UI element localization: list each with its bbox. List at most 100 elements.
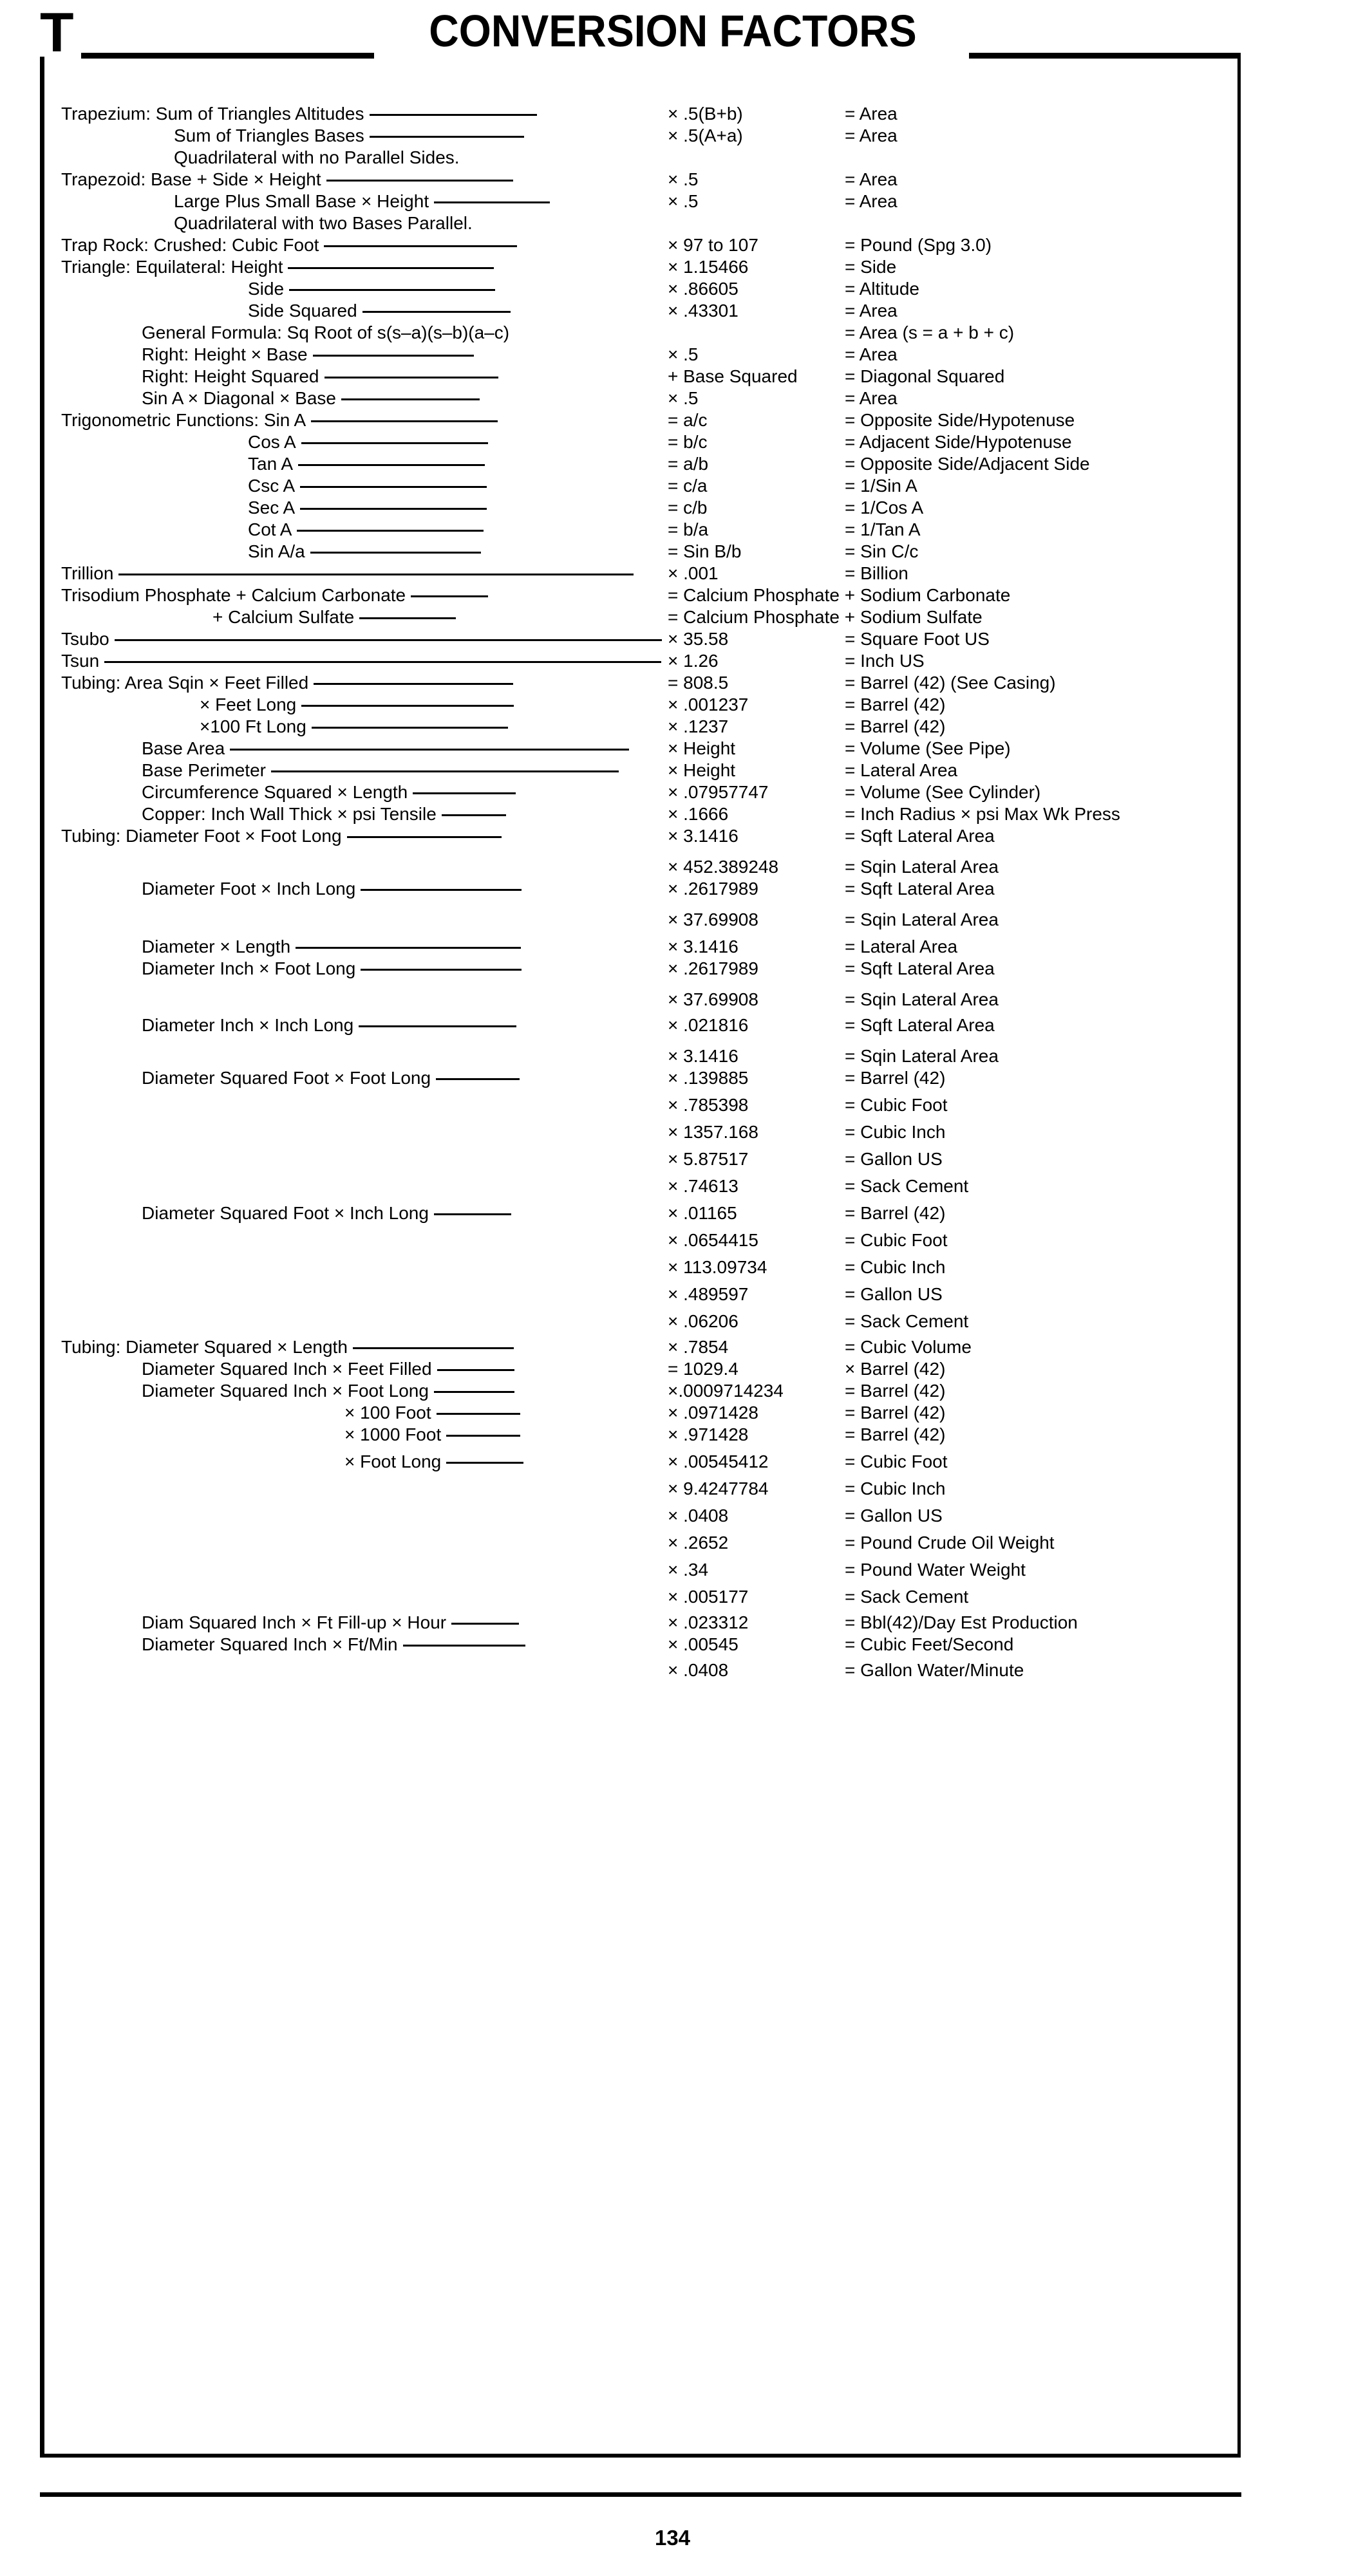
table-row: Side × .86605 = Altitude (40, 278, 1241, 300)
row-result: = Adjacent Side/Hypotenuse (845, 432, 1072, 452)
row-factor: × .5(A+a) (668, 126, 743, 145)
row-factor: × 1.15466 (668, 257, 749, 277)
row-factor: × 1357.168 (668, 1122, 758, 1142)
table-row: Tubing: Diameter Foot × Foot Long × 3.141… (40, 825, 1241, 847)
row-factor: × .5(B+b) (668, 104, 743, 124)
row-result: = Cubic Inch (845, 1122, 946, 1142)
row-quantity: Trap Rock: Crushed: Cubic Foot (61, 234, 518, 256)
table-row: × 37.69908 = Sqin Lateral Area (40, 989, 1241, 1011)
row-quantity-label: Side Squared (248, 301, 357, 321)
page-header: T CONVERSION FACTORS (0, 0, 1345, 71)
row-factor: × 3.1416 (668, 826, 738, 846)
row-result: = Gallon Water/Minute (845, 1660, 1024, 1680)
row-factor: × .971428 (668, 1424, 749, 1444)
leader-rule (359, 617, 456, 619)
row-quantity: General Formula: Sq Root of s(s–a)(s–b)(… (142, 322, 509, 344)
table-row: Diameter Squared Inch × Feet Filled = 102… (40, 1358, 1241, 1380)
row-quantity: Tsubo (61, 628, 662, 650)
row-quantity-label: Quadrilateral with two Bases Parallel. (174, 213, 473, 233)
row-quantity-label: Cot A (248, 519, 292, 539)
row-quantity: Diameter Squared Foot × Foot Long (142, 1067, 520, 1089)
leader-rule (314, 683, 514, 685)
row-factor: × .005177 (668, 1587, 749, 1607)
row-result: = Cubic Feet/Second (845, 1634, 1014, 1654)
row-result: = Lateral Area (845, 760, 958, 780)
header-rule-left (81, 53, 374, 59)
row-result: = Sack Cement (845, 1176, 969, 1196)
row-factor: × .43301 (668, 301, 738, 321)
row-result: = 1/Cos A (845, 498, 924, 518)
table-row: Diameter Squared Inch × Foot Long ×.00097… (40, 1380, 1241, 1402)
leader-rule (301, 442, 488, 444)
row-result: = Barrel (42) (845, 1381, 946, 1401)
row-result: = Sin C/c (845, 541, 919, 561)
row-result: = Area (845, 191, 898, 211)
leader-rule (300, 508, 487, 510)
row-result: = Bbl(42)/Day Est Production (845, 1612, 1078, 1632)
table-row: Diameter × Length × 3.1416 = Lateral Area (40, 936, 1241, 958)
row-quantity: Base Area (142, 738, 630, 760)
table-row: × .489597 = Gallon US (40, 1283, 1241, 1305)
row-result: = Barrel (42) (845, 695, 946, 714)
row-quantity: × Feet Long (200, 694, 514, 716)
row-quantity: Side (248, 278, 496, 300)
row-factor: × .021816 (668, 1015, 749, 1035)
table-row: Tubing: Area Sqin × Feet Filled = 808.5 = … (40, 672, 1241, 694)
leader-rule (341, 398, 480, 400)
table-row: × 1000 Foot × .971428 = Barrel (42) (40, 1424, 1241, 1446)
table-row: ×100 Ft Long × .1237 = Barrel (42) (40, 716, 1241, 738)
row-factor: × .74613 (668, 1176, 738, 1196)
row-quantity: ×100 Ft Long (200, 716, 508, 738)
leader-rule (361, 969, 522, 971)
row-quantity: Sin A/a (248, 541, 481, 563)
leader-rule (270, 770, 619, 772)
table-row: Tubing: Diameter Squared × Length × .7854… (40, 1336, 1241, 1358)
row-quantity-label: Diam Squared Inch × Ft Fill-up × Hour (142, 1612, 447, 1632)
row-quantity-label: Trapezium: Sum of Triangles Altitudes (61, 104, 364, 124)
table-row: Diameter Foot × Inch Long × .2617989 = Sqf… (40, 878, 1241, 900)
row-factor: × .86605 (668, 279, 738, 299)
table-row: Tan A = a/b = Opposite Side/Adjacent Side (40, 453, 1241, 475)
row-result: = Area (845, 301, 898, 321)
leader-rule (118, 574, 634, 575)
leader-rule (297, 530, 484, 532)
row-result: = 1/Sin A (845, 476, 917, 496)
row-quantity-label: Tubing: Area Sqin × Feet Filled (61, 673, 309, 693)
row-quantity-label: Diameter Foot × Inch Long (142, 879, 356, 899)
row-factor: × .785398 (668, 1095, 749, 1115)
row-factor: = 1029.4 (668, 1359, 738, 1379)
row-factor: × .023312 (668, 1612, 749, 1632)
row-factor: × .2652 (668, 1533, 729, 1553)
row-quantity: Side Squared (248, 300, 511, 322)
row-factor: × .5 (668, 191, 699, 211)
row-quantity-label: Base Area (142, 738, 225, 758)
table-row: Cot A = b/a = 1/Tan A (40, 519, 1241, 541)
table-row: × .06206 = Sack Cement (40, 1311, 1241, 1332)
row-result: = Cubic Volume (845, 1337, 972, 1357)
row-quantity-label: Tan A (248, 454, 294, 474)
table-row: Tsun × 1.26 = Inch US (40, 650, 1241, 672)
row-quantity-label: × Feet Long (200, 695, 297, 714)
table-row: × 1357.168 = Cubic Inch (40, 1121, 1241, 1143)
table-row: Diameter Squared Foot × Foot Long × .1398… (40, 1067, 1241, 1089)
row-factor: × 113.09734 (668, 1257, 767, 1277)
row-quantity: Quadrilateral with two Bases Parallel. (174, 212, 473, 234)
row-quantity: × 100 Foot (344, 1402, 520, 1424)
row-quantity: Sum of Triangles Bases (174, 125, 524, 147)
row-result: = Pound Crude Oil Weight (845, 1533, 1055, 1553)
row-quantity: + Calcium Sulfate (212, 606, 456, 628)
row-result: = Gallon US (845, 1284, 943, 1304)
leader-rule (324, 377, 498, 378)
row-factor: × .0408 (668, 1506, 729, 1526)
row-result: = Altitude (845, 279, 919, 299)
row-quantity: Quadrilateral with no Parallel Sides. (174, 147, 460, 169)
row-quantity-label: Sec A (248, 498, 296, 518)
row-quantity-label: Diameter Squared Inch × Ft/Min (142, 1634, 398, 1654)
table-row: Trap Rock: Crushed: Cubic Foot × 97 to 10… (40, 234, 1241, 256)
row-factor: × .5 (668, 169, 699, 189)
row-factor: = c/a (668, 476, 708, 496)
row-result: = Barrel (42) (845, 1424, 946, 1444)
table-row: Diameter Inch × Inch Long × .021816 = Sqft… (40, 1014, 1241, 1036)
leader-rule (433, 1391, 514, 1393)
row-quantity: Diameter Foot × Inch Long (142, 878, 522, 900)
